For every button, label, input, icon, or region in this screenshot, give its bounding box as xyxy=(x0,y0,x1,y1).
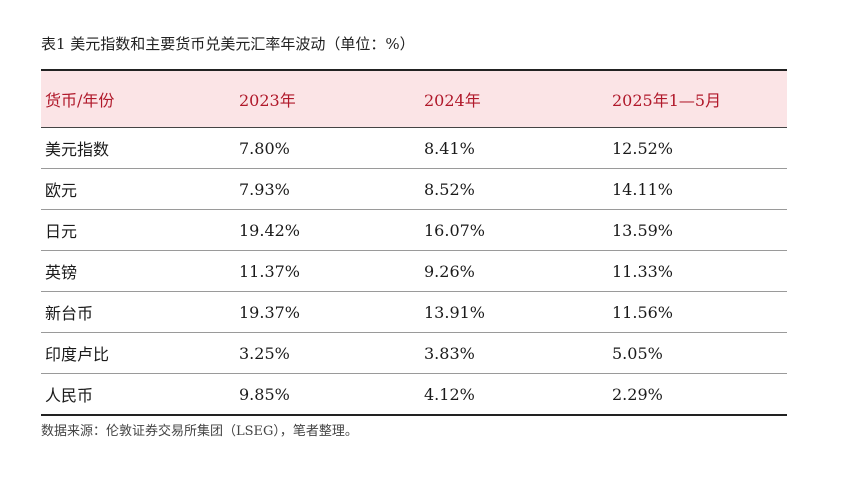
value-2025: 5.05% xyxy=(608,332,787,374)
table-row: 美元指数 7.80% 8.41% 12.52% xyxy=(41,127,787,169)
currency-name: 日元 xyxy=(41,209,235,251)
value-2025: 14.11% xyxy=(608,168,787,210)
currency-name: 印度卢比 xyxy=(41,332,235,374)
currency-name: 欧元 xyxy=(41,168,235,210)
value-2024: 4.12% xyxy=(420,373,608,416)
value-2024: 16.07% xyxy=(420,209,608,251)
header-2025-jan-may: 2025年1—5月 xyxy=(608,69,787,128)
value-2024: 13.91% xyxy=(420,291,608,333)
value-2025: 11.56% xyxy=(608,291,787,333)
table-row: 印度卢比 3.25% 3.83% 5.05% xyxy=(41,332,787,374)
value-2023: 9.85% xyxy=(235,373,420,416)
header-2023: 2023年 xyxy=(235,69,420,128)
data-source-note: 数据来源：伦敦证券交易所集团（LSEG），笔者整理。 xyxy=(41,424,358,439)
value-2025: 12.52% xyxy=(608,127,787,169)
table-row: 欧元 7.93% 8.52% 14.11% xyxy=(41,168,787,210)
header-2024: 2024年 xyxy=(420,69,608,128)
value-2023: 19.37% xyxy=(235,291,420,333)
value-2023: 7.80% xyxy=(235,127,420,169)
currency-name: 美元指数 xyxy=(41,127,235,169)
volatility-table-container: 货币/年份 2023年 2024年 2025年1—5月 美元指数 7.80% 8… xyxy=(41,69,787,416)
value-2025: 2.29% xyxy=(608,373,787,416)
value-2024: 9.26% xyxy=(420,250,608,292)
table-row: 英镑 11.37% 9.26% 11.33% xyxy=(41,250,787,292)
value-2025: 11.33% xyxy=(608,250,787,292)
value-2024: 8.41% xyxy=(420,127,608,169)
value-2023: 3.25% xyxy=(235,332,420,374)
value-2024: 3.83% xyxy=(420,332,608,374)
table-row: 新台币 19.37% 13.91% 11.56% xyxy=(41,291,787,333)
value-2023: 11.37% xyxy=(235,250,420,292)
table-caption: 表1 美元指数和主要货币兑美元汇率年波动（单位：%） xyxy=(41,35,415,53)
value-2023: 7.93% xyxy=(235,168,420,210)
currency-name: 英镑 xyxy=(41,250,235,292)
value-2024: 8.52% xyxy=(420,168,608,210)
currency-name: 新台币 xyxy=(41,291,235,333)
table-row: 日元 19.42% 16.07% 13.59% xyxy=(41,209,787,251)
header-currency-year: 货币/年份 xyxy=(41,69,235,128)
currency-name: 人民币 xyxy=(41,373,235,416)
table-header-row: 货币/年份 2023年 2024年 2025年1—5月 xyxy=(41,69,787,128)
volatility-table: 货币/年份 2023年 2024年 2025年1—5月 美元指数 7.80% 8… xyxy=(41,69,787,416)
value-2025: 13.59% xyxy=(608,209,787,251)
table-row: 人民币 9.85% 4.12% 2.29% xyxy=(41,373,787,416)
value-2023: 19.42% xyxy=(235,209,420,251)
